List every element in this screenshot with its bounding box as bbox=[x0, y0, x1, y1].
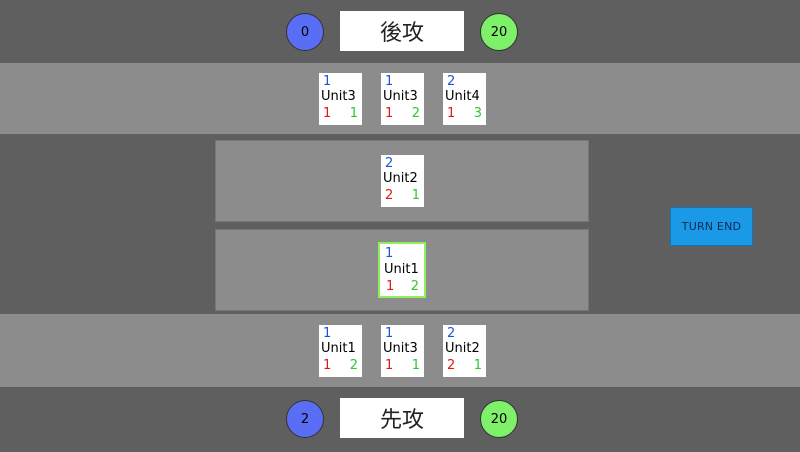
enemy-mana-value: 0 bbox=[300, 24, 310, 40]
turn-end-button[interactable]: TURN END bbox=[670, 207, 753, 246]
player-turn-label-text: 先攻 bbox=[379, 408, 424, 433]
player-mana-counter: 2 bbox=[286, 400, 324, 438]
card-hp: 2 bbox=[349, 358, 358, 373]
player-hand-card[interactable]: 2 Unit2 2 1 bbox=[443, 325, 486, 377]
card-attack: 1 bbox=[386, 279, 395, 294]
card-attack: 1 bbox=[385, 106, 394, 121]
card-name: Unit2 bbox=[445, 341, 480, 356]
card-attack: 1 bbox=[323, 358, 332, 373]
card-hp: 1 bbox=[411, 188, 420, 203]
card-cost: 1 bbox=[385, 246, 394, 261]
enemy-mana-counter: 0 bbox=[286, 13, 324, 51]
card-cost: 1 bbox=[385, 74, 394, 89]
card-cost: 2 bbox=[385, 156, 394, 171]
enemy-life-counter: 20 bbox=[480, 13, 518, 51]
card-hp: 1 bbox=[349, 106, 358, 121]
card-cost: 2 bbox=[447, 74, 456, 89]
card-cost: 1 bbox=[323, 326, 332, 341]
card-cost: 2 bbox=[447, 326, 456, 341]
card-name: Unit3 bbox=[383, 89, 418, 104]
enemy-hand-card[interactable]: 2 Unit4 1 3 bbox=[443, 73, 486, 125]
enemy-field-card[interactable]: 2 Unit2 2 1 bbox=[381, 155, 424, 207]
player-mana-value: 2 bbox=[300, 411, 310, 427]
player-hand-card[interactable]: 1 Unit3 1 1 bbox=[381, 325, 424, 377]
card-attack: 1 bbox=[447, 106, 456, 121]
player-life-value: 20 bbox=[490, 411, 508, 427]
card-attack: 1 bbox=[385, 358, 394, 373]
card-name: Unit3 bbox=[321, 89, 356, 104]
enemy-life-value: 20 bbox=[490, 24, 508, 40]
card-name: Unit1 bbox=[384, 262, 419, 277]
player-field-card-selected[interactable]: 1 Unit1 1 2 bbox=[378, 242, 426, 298]
turn-end-label: TURN END bbox=[681, 220, 742, 233]
card-name: Unit1 bbox=[321, 341, 356, 356]
card-cost: 1 bbox=[323, 74, 332, 89]
card-cost: 1 bbox=[385, 326, 394, 341]
card-name: Unit4 bbox=[445, 89, 480, 104]
enemy-hand-card[interactable]: 1 Unit3 1 1 bbox=[319, 73, 362, 125]
card-attack: 1 bbox=[323, 106, 332, 121]
card-attack: 2 bbox=[447, 358, 456, 373]
card-name: Unit3 bbox=[383, 341, 418, 356]
card-hp: 3 bbox=[473, 106, 482, 121]
player-hand-card[interactable]: 1 Unit1 1 2 bbox=[319, 325, 362, 377]
enemy-turn-label-text: 後攻 bbox=[379, 21, 424, 46]
card-attack: 2 bbox=[385, 188, 394, 203]
enemy-hand-card[interactable]: 1 Unit3 1 2 bbox=[381, 73, 424, 125]
enemy-turn-label: 後攻 bbox=[340, 11, 464, 51]
player-turn-label: 先攻 bbox=[340, 398, 464, 438]
card-hp: 1 bbox=[411, 358, 420, 373]
card-name: Unit2 bbox=[383, 171, 418, 186]
card-hp: 2 bbox=[411, 106, 420, 121]
player-life-counter: 20 bbox=[480, 400, 518, 438]
card-hp: 1 bbox=[473, 358, 482, 373]
card-hp: 2 bbox=[410, 279, 419, 294]
